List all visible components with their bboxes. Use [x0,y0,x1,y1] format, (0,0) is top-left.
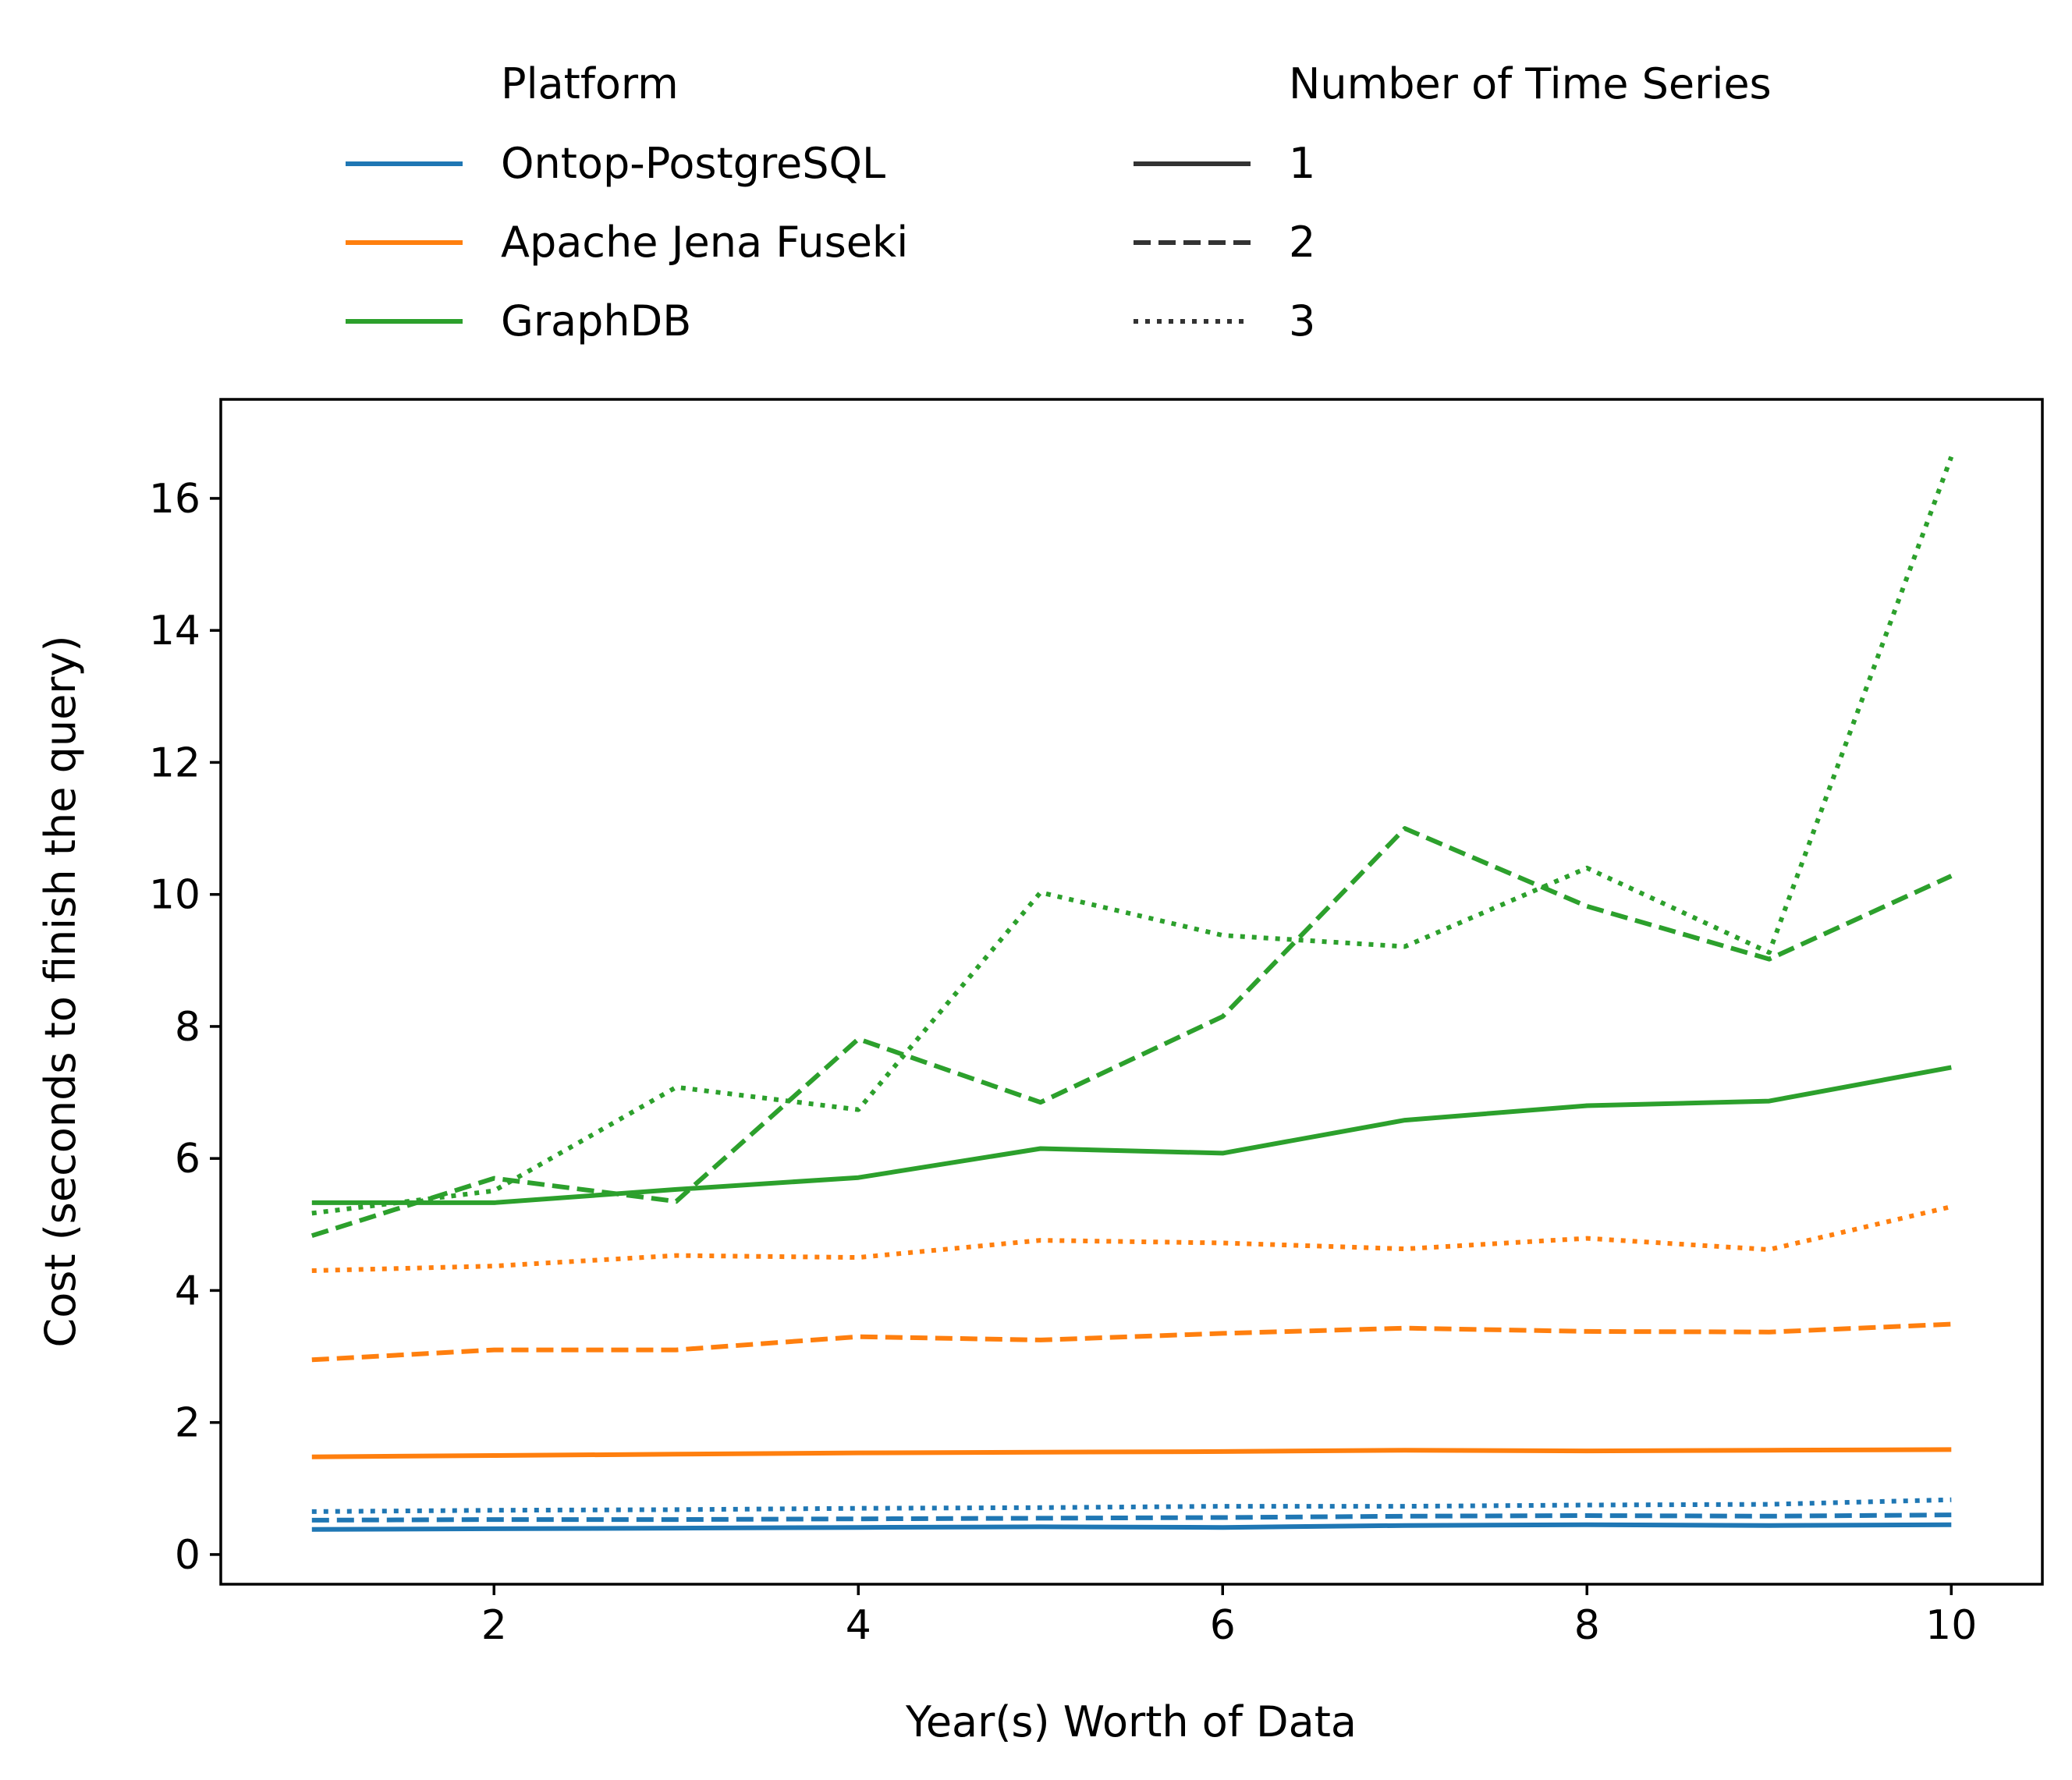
legend-label-count-2: 2 [1289,218,1315,267]
series-line-apache-jena-fuseki-1 [311,1447,1952,1459]
y-tick-label: 6 [175,1136,200,1183]
y-tick-label: 14 [149,608,200,654]
x-axis-label: Year(s) Worth of Data [905,1697,1357,1746]
x-tick-label: 4 [846,1602,871,1649]
series-line-graphdb-2 [310,826,1953,1239]
x-tick-label: 2 [481,1602,507,1649]
x-tick-label: 6 [1210,1602,1236,1649]
legend: Platform Number of Time Series Ontop-Pos… [346,59,1772,346]
legend-label-fuseki: Apache Jena Fuseki [501,218,908,267]
y-tick-label: 12 [149,739,200,786]
y-tick-label: 2 [175,1400,200,1447]
legend-label-ontop: Ontop-PostgreSQL [501,139,885,188]
legend-label-count-3: 3 [1289,296,1315,346]
y-axis-label: Cost (seconds to finish the query) [36,635,85,1347]
y-tick-label: 4 [175,1268,200,1314]
series-lines [310,456,1954,1532]
series-line-apache-jena-fuseki-3 [311,1204,1952,1273]
y-tick-label: 8 [175,1004,200,1051]
legend-count-title: Number of Time Series [1289,59,1772,108]
legend-platform-title: Platform [501,59,679,108]
series-line-ontop-postgresql-3 [311,1497,1952,1514]
y-axis-ticks: 0 2 4 6 8 10 12 14 16 [149,476,221,1579]
series-line-graphdb-1 [311,1065,1952,1205]
series-line-ontop-postgresql-1 [311,1522,1952,1532]
y-tick-label: 0 [175,1532,200,1579]
legend-label-graphdb: GraphDB [501,296,691,346]
legend-label-count-1: 1 [1289,139,1315,188]
plot-frame [219,398,2044,1586]
y-tick-label: 16 [149,476,200,523]
y-tick-label: 10 [149,872,200,919]
x-tick-label: 8 [1574,1602,1600,1649]
x-tick-label: 10 [1925,1602,1977,1649]
x-axis-ticks: 2 4 6 8 10 [481,1584,1977,1649]
